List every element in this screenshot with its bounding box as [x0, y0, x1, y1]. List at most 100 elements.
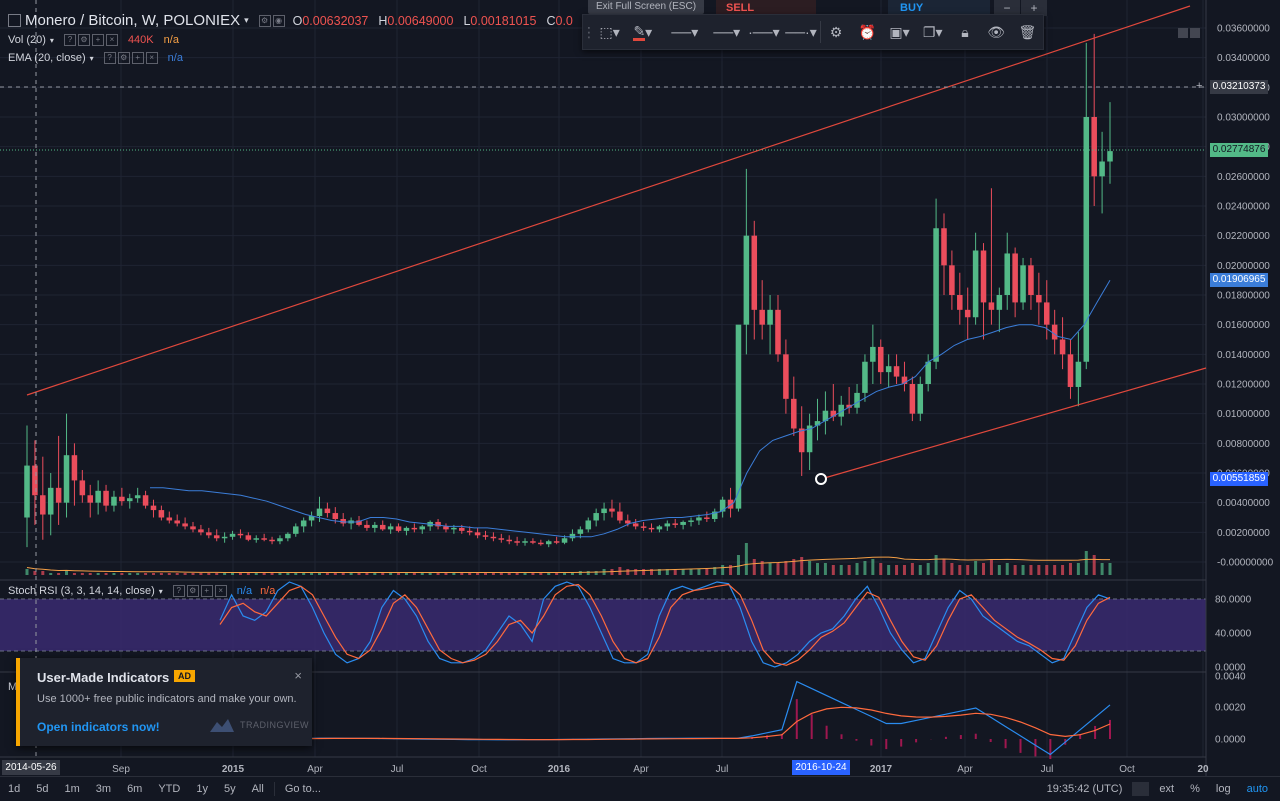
- trendline-upper[interactable]: [26, 5, 1191, 396]
- hide-icon[interactable]: +: [131, 52, 144, 64]
- remove-icon[interactable]: ×: [145, 52, 158, 64]
- open-indicators-link[interactable]: Open indicators now!: [37, 720, 160, 734]
- clock-text: 19:35:42 (UTC): [1046, 783, 1123, 795]
- timeframe-1d[interactable]: 1d: [8, 783, 21, 795]
- symbol-legend[interactable]: Monero / Bitcoin, W, POLONIEX ▾ ⚙ ◉ O0.00…: [8, 12, 573, 29]
- timeframe-5y[interactable]: 5y: [223, 783, 236, 795]
- hide-icon[interactable]: ◉: [272, 14, 285, 27]
- point-date-label: 2016-10-24: [792, 760, 850, 775]
- layers-icon[interactable]: ▣▾: [889, 23, 910, 40]
- volume-bar: [744, 543, 748, 575]
- ema-legend-label[interactable]: EMA (20, close): [8, 52, 86, 64]
- candle-body: [1036, 295, 1042, 303]
- line-style-icon[interactable]: ──▾: [713, 23, 741, 40]
- candle-body: [269, 539, 275, 542]
- remove-icon[interactable]: ×: [105, 34, 118, 46]
- symbol-menu-icon[interactable]: [8, 14, 21, 27]
- percent-toggle[interactable]: %: [1190, 783, 1200, 795]
- volume-bar: [626, 569, 630, 575]
- trash-icon[interactable]: 🗑︎: [1018, 23, 1037, 40]
- volume-bar: [808, 561, 812, 575]
- ext-toggle[interactable]: ext: [1159, 783, 1175, 795]
- candle-body: [103, 490, 109, 506]
- settings-icon[interactable]: ⚙: [186, 585, 199, 597]
- buy-button[interactable]: BUY: [888, 0, 990, 16]
- volume-bar: [539, 573, 543, 575]
- line-color-icon[interactable]: ✎ ▾: [633, 22, 653, 41]
- goto-button[interactable]: Go to...: [284, 783, 321, 795]
- minimize-button[interactable]: −: [994, 0, 1021, 16]
- price-tick-label: 0.02000000: [1217, 261, 1270, 272]
- timeframe-6m[interactable]: 6m: [127, 783, 143, 795]
- volume-bar: [397, 573, 401, 575]
- timeframe-ytd[interactable]: YTD: [158, 783, 181, 795]
- symbol-caret-icon[interactable]: ▾: [244, 15, 249, 25]
- alert-icon[interactable]: ⏰: [858, 23, 877, 40]
- timeframe-5d[interactable]: 5d: [36, 783, 49, 795]
- settings-icon[interactable]: ⚙: [258, 14, 271, 27]
- add-button[interactable]: +: [1021, 0, 1048, 16]
- ema-legend[interactable]: EMA (20, close) ▾ ? ⚙ + × n/a: [8, 52, 183, 64]
- volume-bar: [286, 573, 290, 575]
- candle-body: [877, 346, 884, 373]
- lock-icon[interactable]: 🔒︎: [961, 23, 969, 40]
- help-icon[interactable]: ?: [172, 585, 185, 597]
- ema-line: [150, 279, 1111, 538]
- hide-icon[interactable]: +: [91, 34, 104, 46]
- candle-body: [870, 346, 876, 362]
- ad-close-button[interactable]: ×: [294, 668, 302, 683]
- log-toggle[interactable]: log: [1215, 783, 1231, 795]
- timeframe-1y[interactable]: 1y: [196, 783, 208, 795]
- pane-collapse-icon[interactable]: [1190, 28, 1200, 38]
- volume-legend[interactable]: Vol (20) ▾ ? ⚙ + × 440K n/a: [8, 34, 179, 46]
- stoch-rsi-k-line: [219, 581, 1111, 668]
- hide-icon[interactable]: +: [200, 585, 213, 597]
- candle-body: [735, 324, 742, 509]
- candle-body: [767, 309, 773, 325]
- eye-icon[interactable]: 👁︎: [987, 23, 1006, 40]
- timeframe-1m[interactable]: 1m: [64, 783, 80, 795]
- stoch-legend-label[interactable]: Stoch RSI (3, 3, 14, 14, close): [8, 585, 155, 597]
- volume-bar: [483, 573, 487, 575]
- timeframe-all[interactable]: All: [251, 783, 264, 795]
- volume-bar: [982, 563, 986, 575]
- volume-bar: [1021, 565, 1025, 575]
- settings-icon[interactable]: ⚙: [77, 34, 90, 46]
- candle-body: [411, 527, 418, 530]
- select-area-icon[interactable]: ⬚▾: [599, 23, 620, 40]
- symbol-title[interactable]: Monero / Bitcoin, W, POLONIEX: [25, 12, 241, 29]
- add-plus-icon[interactable]: +: [1196, 80, 1203, 92]
- time-tick-label: Apr: [957, 764, 973, 775]
- settings-icon[interactable]: ⚙: [829, 23, 843, 40]
- tradingview-logo: TRADINGVIEW: [208, 716, 309, 734]
- timeframe-3m[interactable]: 3m: [95, 783, 112, 795]
- macd-legend[interactable]: M: [8, 681, 17, 693]
- volume-legend-label[interactable]: Vol (20): [8, 34, 46, 46]
- price-tick-label: 0.01400000: [1217, 350, 1270, 361]
- exit-fullscreen-button[interactable]: Exit Full Screen (ESC): [588, 0, 705, 14]
- trendline-lower[interactable]: [820, 367, 1207, 480]
- line-width-icon[interactable]: ──▾: [671, 23, 699, 40]
- candle-body: [862, 361, 868, 393]
- line-ext-left-icon[interactable]: ·──▾: [748, 23, 780, 40]
- pane-maximize-icon[interactable]: [1178, 28, 1188, 38]
- line-ext-right-icon[interactable]: ──·▾: [785, 23, 817, 40]
- volume-bar: [183, 573, 187, 575]
- volume-bars: [25, 543, 1112, 575]
- trendline-anchor-handle[interactable]: [815, 473, 827, 485]
- help-icon[interactable]: ?: [103, 52, 116, 64]
- stoch-rsi-legend[interactable]: Stoch RSI (3, 3, 14, 14, close) ▾ ? ⚙ + × n/…: [8, 585, 275, 597]
- volume-bar: [800, 557, 804, 575]
- candle-body: [585, 520, 592, 530]
- macd-legend-label[interactable]: M: [8, 681, 18, 693]
- auto-toggle[interactable]: auto: [1246, 783, 1268, 795]
- candle-body: [150, 505, 157, 511]
- clone-icon[interactable]: ❐▾: [922, 23, 943, 40]
- settings-icon[interactable]: ⚙: [117, 52, 130, 64]
- toolbar-drag-handle-icon[interactable]: ⋮: [582, 23, 596, 40]
- sell-button[interactable]: SELL: [716, 0, 816, 16]
- help-icon[interactable]: ?: [63, 34, 76, 46]
- remove-icon[interactable]: ×: [214, 585, 227, 597]
- candle-body: [419, 526, 426, 530]
